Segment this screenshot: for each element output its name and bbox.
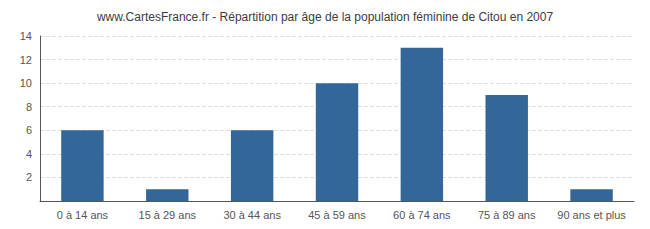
svg-text:6: 6	[26, 124, 32, 136]
svg-text:90 ans et plus: 90 ans et plus	[557, 209, 626, 221]
svg-text:2: 2	[26, 171, 32, 183]
svg-text:10: 10	[20, 77, 32, 89]
svg-text:8: 8	[26, 101, 32, 113]
svg-text:12: 12	[20, 54, 32, 66]
svg-text:75 à 89 ans: 75 à 89 ans	[478, 209, 536, 221]
svg-text:15 à 29 ans: 15 à 29 ans	[139, 209, 197, 221]
svg-text:4: 4	[26, 148, 32, 160]
svg-text:0 à 14 ans: 0 à 14 ans	[57, 209, 109, 221]
svg-text:45 à 59 ans: 45 à 59 ans	[308, 209, 366, 221]
svg-text:www.CartesFrance.fr - Répartit: www.CartesFrance.fr - Répartition par âg…	[96, 10, 554, 24]
svg-text:30 à 44 ans: 30 à 44 ans	[223, 209, 281, 221]
svg-text:14: 14	[20, 30, 32, 42]
svg-text:60 à 74 ans: 60 à 74 ans	[393, 209, 451, 221]
